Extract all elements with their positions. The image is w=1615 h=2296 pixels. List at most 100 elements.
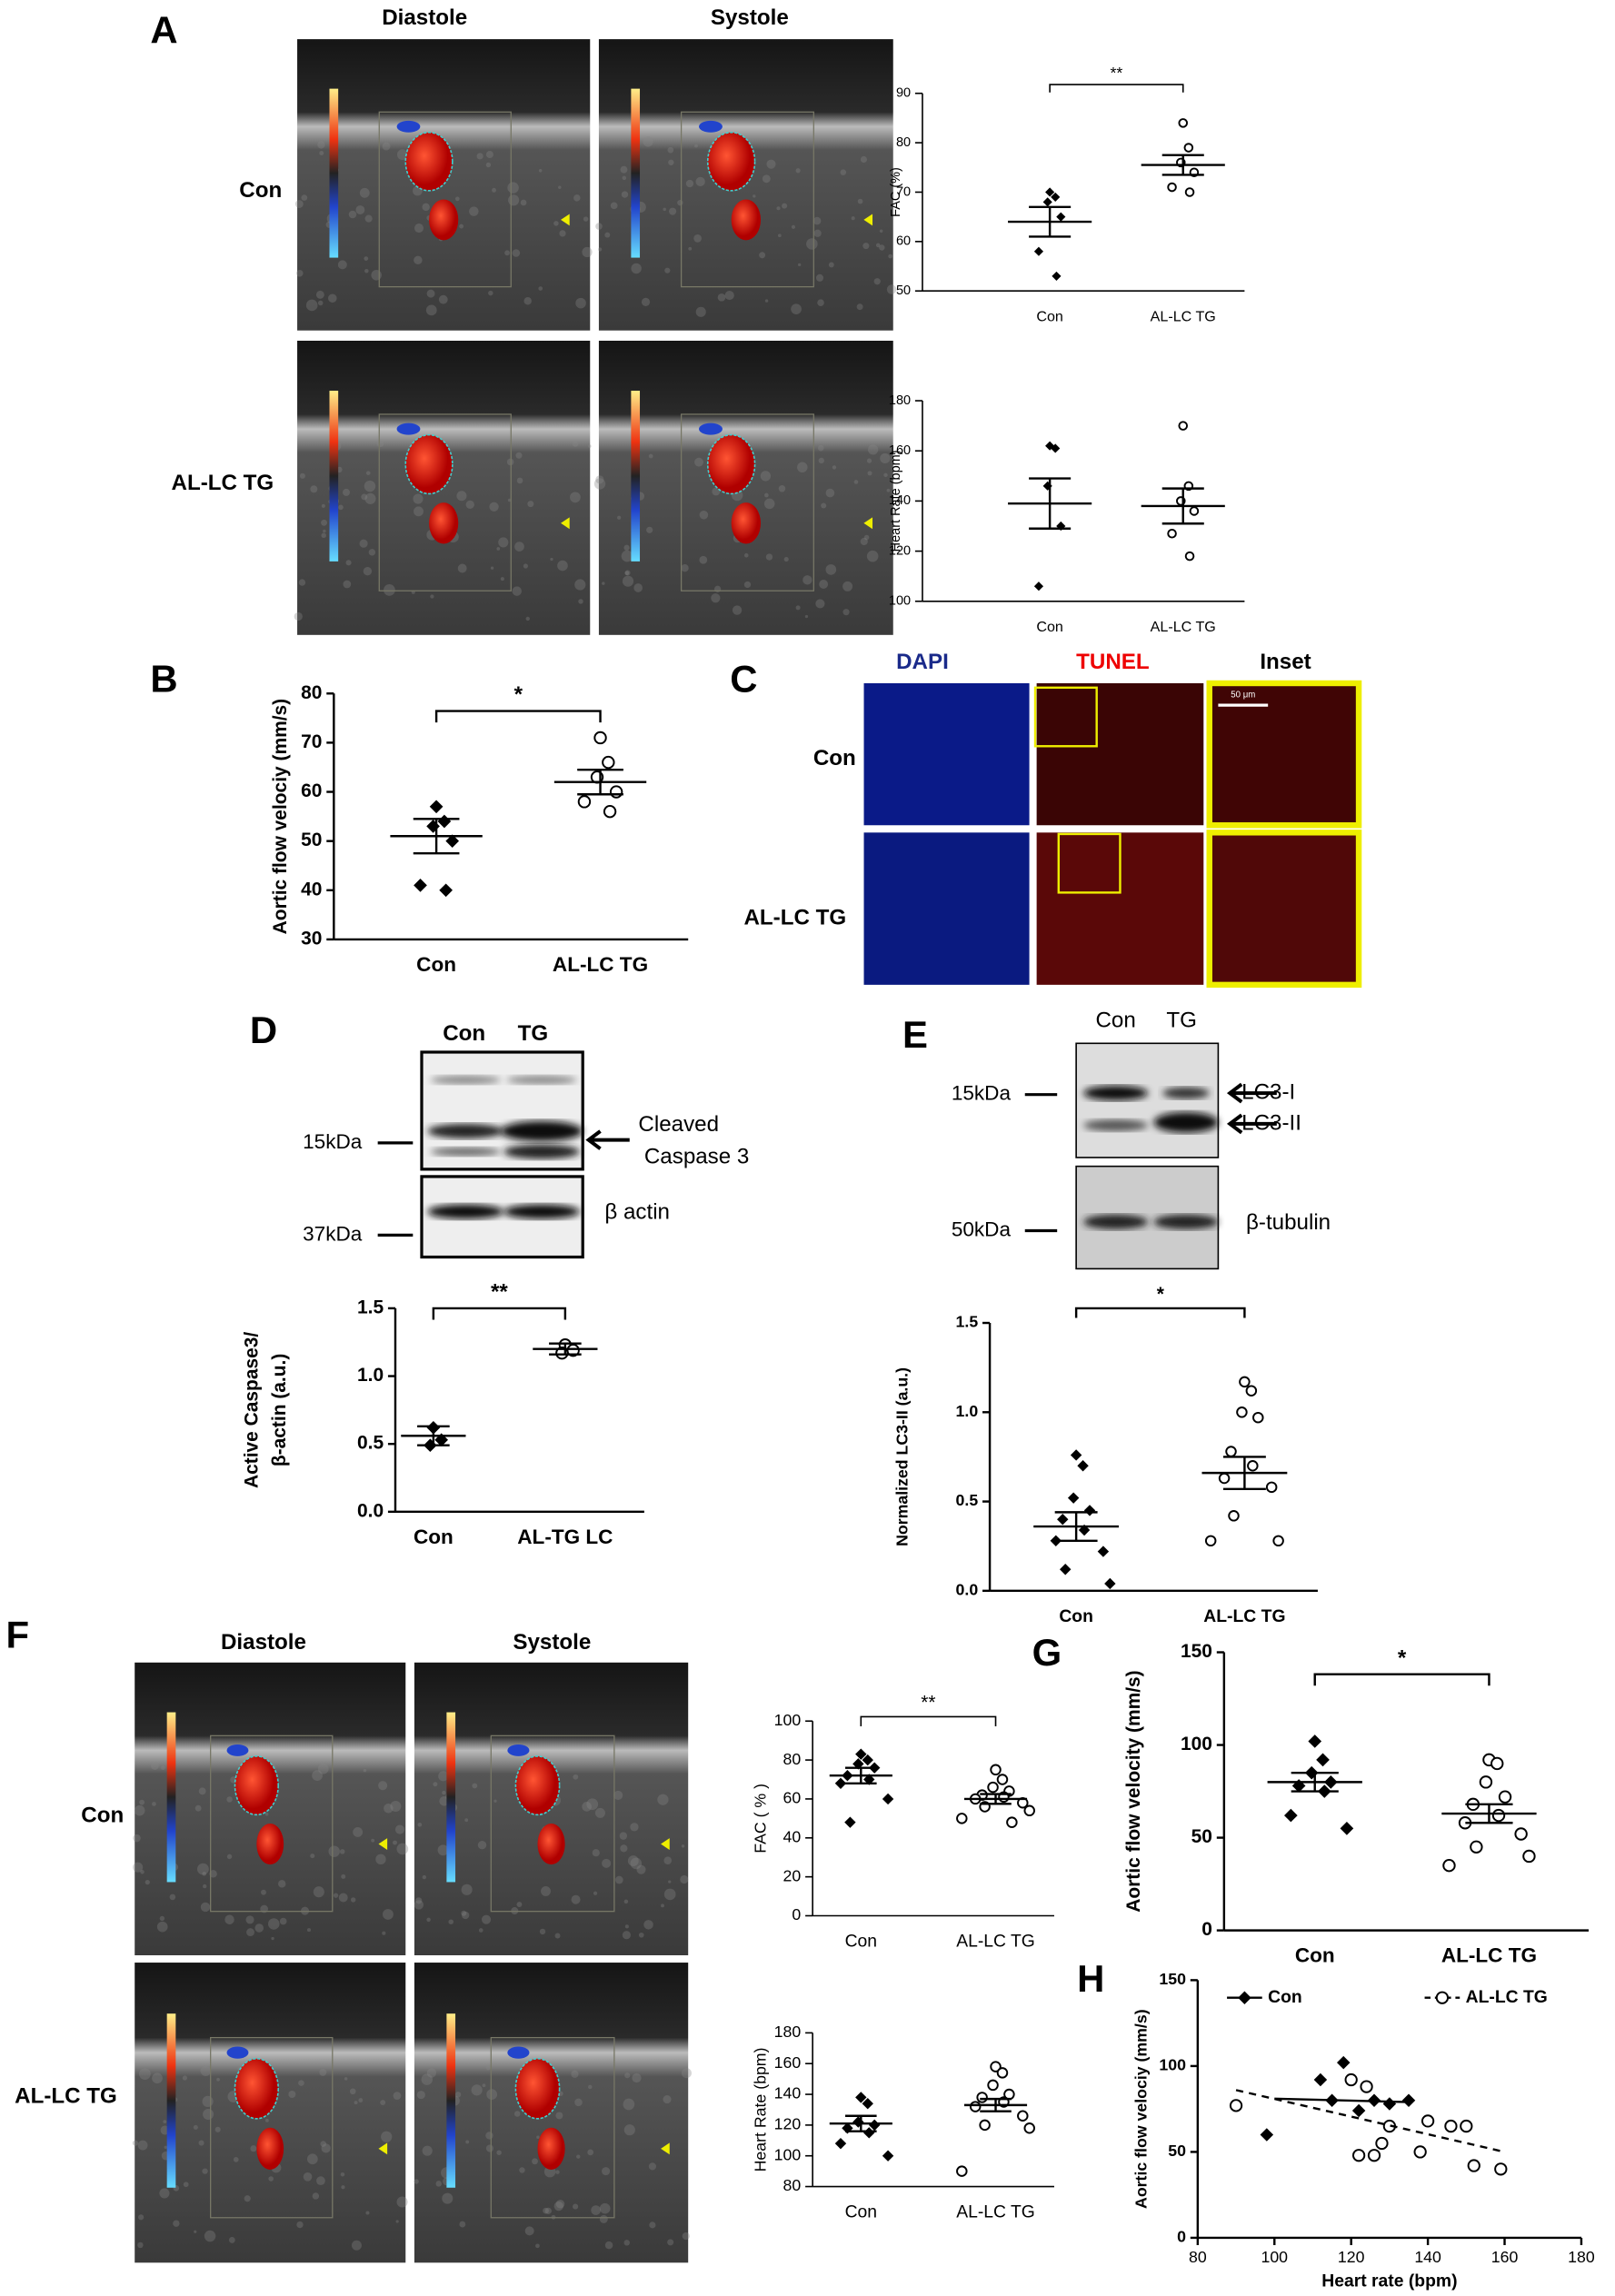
- label: *: [514, 682, 523, 707]
- speckle: [319, 150, 324, 155]
- speckle: [339, 1849, 345, 1854]
- speckle: [587, 2149, 594, 2156]
- label: Con: [1059, 1607, 1093, 1626]
- label: AL-LC TG: [1203, 1607, 1285, 1626]
- point: [1239, 1376, 1251, 1388]
- point: [1470, 1840, 1483, 1854]
- speckle: [173, 2220, 180, 2227]
- speckle: [413, 493, 424, 504]
- speckle: [364, 269, 369, 273]
- speckle: [620, 165, 628, 174]
- speckle: [851, 216, 855, 221]
- speckle: [295, 270, 304, 277]
- speckle: [321, 519, 327, 526]
- speckle: [633, 583, 643, 592]
- sem-bar: [1222, 1456, 1266, 1491]
- speckle: [310, 485, 318, 493]
- speckle: [442, 2192, 454, 2204]
- speckle: [159, 2188, 170, 2199]
- point: [1498, 1790, 1512, 1804]
- point: [1184, 187, 1195, 197]
- label: E: [902, 1013, 928, 1056]
- sem-bar: [1291, 1771, 1339, 1793]
- label: AL-LC TG: [172, 471, 274, 495]
- speckle: [507, 182, 519, 194]
- speckle: [538, 286, 543, 291]
- point: [1060, 1564, 1072, 1575]
- label: 50: [1168, 2142, 1186, 2160]
- marker: [561, 517, 570, 530]
- speckle: [390, 1801, 402, 1813]
- label: β actin: [604, 1200, 670, 1225]
- label: 160: [1491, 2248, 1519, 2266]
- color-bar: [446, 1712, 456, 1883]
- speckle: [476, 153, 484, 160]
- label: 1.5: [357, 1297, 384, 1317]
- point: [1023, 2122, 1035, 2134]
- trend-line: [1274, 2097, 1410, 2103]
- label: 100: [1261, 2248, 1288, 2266]
- speckle: [724, 290, 734, 301]
- point: [1351, 2149, 1366, 2162]
- blot-d: [377, 1050, 630, 1259]
- roi-box: [490, 1734, 615, 1913]
- speckle: [853, 480, 859, 484]
- speckle: [137, 2140, 148, 2151]
- speckle: [867, 444, 879, 455]
- speckle: [140, 1870, 145, 1874]
- point: [1284, 1808, 1298, 1823]
- label: AL-LC TG: [956, 2203, 1035, 2222]
- roi-box: [378, 111, 512, 288]
- marker: [378, 2142, 388, 2155]
- speckle: [438, 294, 448, 304]
- speckle: [343, 488, 350, 496]
- speckle: [621, 550, 633, 562]
- speckle: [630, 1857, 643, 1870]
- label: Con: [1036, 619, 1063, 635]
- label: 120: [1338, 2248, 1365, 2266]
- point: [1494, 2162, 1508, 2176]
- speckle: [355, 205, 365, 214]
- speckle: [602, 2167, 611, 2176]
- speckle: [365, 2211, 370, 2215]
- speckle: [812, 216, 822, 225]
- speckle: [795, 605, 801, 611]
- speckle: [233, 2157, 239, 2162]
- speckle: [224, 1914, 234, 1924]
- speckle: [797, 462, 808, 473]
- speckle: [382, 142, 391, 151]
- label: 40: [301, 879, 322, 900]
- label: 80: [783, 2176, 802, 2194]
- flow: [514, 2057, 561, 2120]
- speckle: [277, 1880, 286, 1888]
- speckle: [485, 151, 493, 159]
- sem-bar: [1161, 487, 1204, 525]
- speckle: [133, 1862, 144, 1873]
- label: Normalized LC3-II (a.u.): [893, 1367, 912, 1546]
- speckle: [150, 1762, 159, 1770]
- speckle: [623, 2124, 635, 2136]
- point: [1189, 506, 1200, 516]
- color-bar: [631, 88, 641, 258]
- speckle: [422, 1874, 426, 1880]
- roi-box: [490, 2036, 615, 2219]
- roi-box: [210, 1734, 334, 1913]
- label: 80: [896, 135, 911, 150]
- label: TUNEL: [1076, 650, 1150, 674]
- speckle: [246, 1928, 254, 1937]
- speckle: [856, 303, 863, 311]
- label: AL-TG LC: [517, 1526, 613, 1548]
- speckle: [631, 263, 642, 274]
- speckle: [668, 1880, 672, 1884]
- speckle: [169, 1893, 176, 1901]
- sem-bar: [577, 768, 623, 796]
- speckle: [448, 1919, 454, 1924]
- point: [1265, 1481, 1278, 1494]
- point: [834, 1777, 847, 1789]
- speckle: [437, 1844, 449, 1856]
- label: 0.0: [357, 1500, 384, 1521]
- label: A: [150, 9, 177, 52]
- point: [1042, 197, 1052, 207]
- speckle: [593, 1891, 598, 1895]
- speckle: [364, 480, 376, 492]
